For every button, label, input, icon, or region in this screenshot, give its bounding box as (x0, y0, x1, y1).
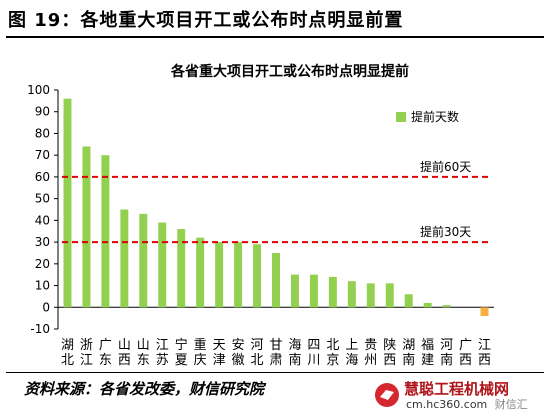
x-label-广东: 广东 (99, 338, 112, 368)
bar-福建 (423, 302, 432, 308)
bar-series (63, 98, 489, 316)
x-label-湖北: 湖北 (61, 338, 74, 368)
chart-title: 各省重大项目开工或公布时点明显提前 (170, 63, 409, 80)
bar-浙江 (82, 146, 91, 308)
x-label-河北: 河北 (251, 338, 264, 368)
y-tick-label: 40 (35, 213, 50, 227)
x-label-宁夏: 宁夏 (175, 337, 188, 368)
bottom-rule (6, 372, 544, 373)
x-label-福建: 福建 (421, 338, 434, 368)
x-label-广西: 广西 (459, 338, 472, 368)
y-tick-label: 70 (35, 148, 50, 162)
bar-安徽 (234, 242, 243, 308)
y-tick-label: 90 (35, 105, 50, 119)
watermark: 慧聪工程机械网 cm.hc360.com 财信汇 (374, 378, 544, 412)
bar-山西 (120, 209, 129, 308)
x-label-北京: 北京 (326, 338, 339, 368)
x-label-海南: 海南 (288, 338, 301, 368)
x-label-江苏: 江苏 (156, 338, 169, 368)
bar-上海 (347, 281, 356, 308)
x-label-山东: 山东 (137, 338, 150, 368)
x-label-山西: 山西 (118, 338, 131, 368)
hc360-logo-icon (375, 383, 399, 407)
reference-label-60: 提前60天 (420, 159, 471, 174)
bar-天津 (215, 242, 224, 308)
bar-湖北 (63, 98, 72, 308)
bar-重庆 (196, 237, 205, 308)
bar-湖南 (404, 294, 413, 308)
x-label-湖南: 湖南 (402, 338, 415, 368)
bar-四川 (309, 274, 318, 308)
bar-陕西 (385, 283, 394, 308)
bar-江苏 (158, 222, 167, 308)
x-label-甘肃: 甘肃 (269, 338, 282, 368)
x-label-上海: 上海 (345, 338, 358, 368)
watermark-brand: 慧聪工程机械网 (404, 380, 510, 398)
y-tick-label: 30 (35, 235, 50, 249)
bar-宁夏 (177, 229, 186, 308)
bar-贵州 (366, 283, 375, 308)
reference-label-30: 提前30天 (420, 224, 471, 239)
top-rule (6, 36, 544, 38)
bar-甘肃 (272, 252, 280, 308)
y-tick-label: 80 (35, 126, 50, 140)
x-label-浙江: 浙江 (80, 338, 93, 368)
x-axis-labels: 湖北浙江广东山西山东江苏宁夏重庆天津安徽河北甘肃海南四川北京上海贵州陕西湖南福建… (61, 337, 491, 368)
watermark-url: cm.hc360.com 财信汇 (406, 396, 528, 412)
x-label-天津: 天津 (213, 338, 226, 368)
y-tick-label: 60 (35, 170, 50, 184)
x-label-重庆: 重庆 (194, 337, 207, 368)
bar-河南 (442, 305, 451, 308)
legend: 提前天数 (396, 109, 459, 124)
y-tick-label: 20 (35, 257, 50, 271)
x-label-安徽: 安徽 (232, 338, 245, 368)
watermark-url-text: cm.hc360.com (406, 398, 488, 411)
bar-海南 (290, 274, 299, 308)
bar-河北 (253, 244, 262, 308)
y-tick-label: 10 (35, 279, 50, 293)
bar-北京 (328, 276, 337, 308)
y-tick-label: 100 (27, 83, 50, 97)
y-tick-label: 0 (42, 300, 50, 314)
watermark-sub-text: 财信汇 (494, 398, 528, 411)
x-label-江西: 江西 (478, 338, 491, 368)
bar-chart: 各省重大项目开工或公布时点明显提前 -10 0 10 20 30 40 50 60 70 80 90… (27, 63, 494, 368)
y-tick-label: 50 (35, 192, 50, 206)
legend-label: 提前天数 (411, 109, 459, 124)
bar-江西 (480, 307, 489, 316)
legend-swatch (396, 112, 406, 122)
bar-广东 (101, 155, 110, 308)
y-axis: -10 0 10 20 30 40 50 60 70 80 90 100 (27, 83, 494, 336)
x-label-河南: 河南 (440, 338, 453, 368)
x-label-四川: 四川 (307, 338, 320, 368)
y-tick-label: -10 (30, 322, 50, 336)
source-note: 资料来源：各省发改委，财信研究院 (24, 380, 265, 398)
bar-山东 (139, 213, 148, 308)
x-label-陕西: 陕西 (383, 338, 396, 368)
x-label-贵州: 贵州 (364, 338, 377, 368)
figure-title: 图 19：各地重大项目开工或公布时点明显前置 (8, 10, 404, 31)
